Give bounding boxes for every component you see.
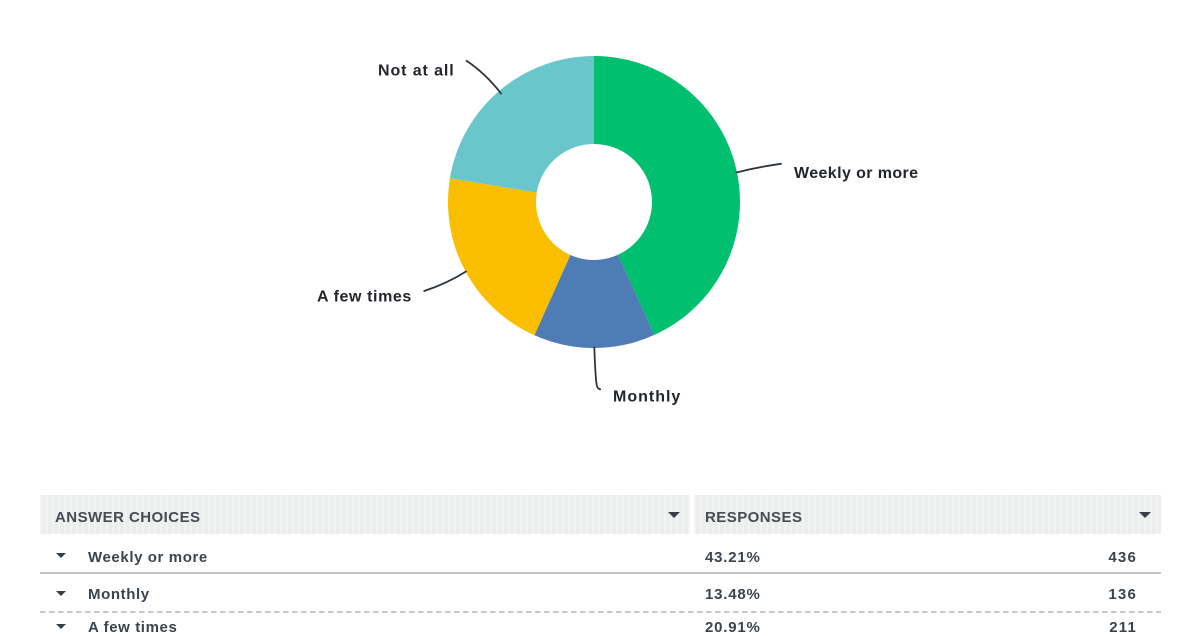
svg-text:A few times: A few times xyxy=(317,289,412,306)
svg-text:Monthly: Monthly xyxy=(613,389,681,406)
svg-text:Not at all: Not at all xyxy=(378,63,455,80)
svg-text:Weekly or more: Weekly or more xyxy=(794,165,918,182)
